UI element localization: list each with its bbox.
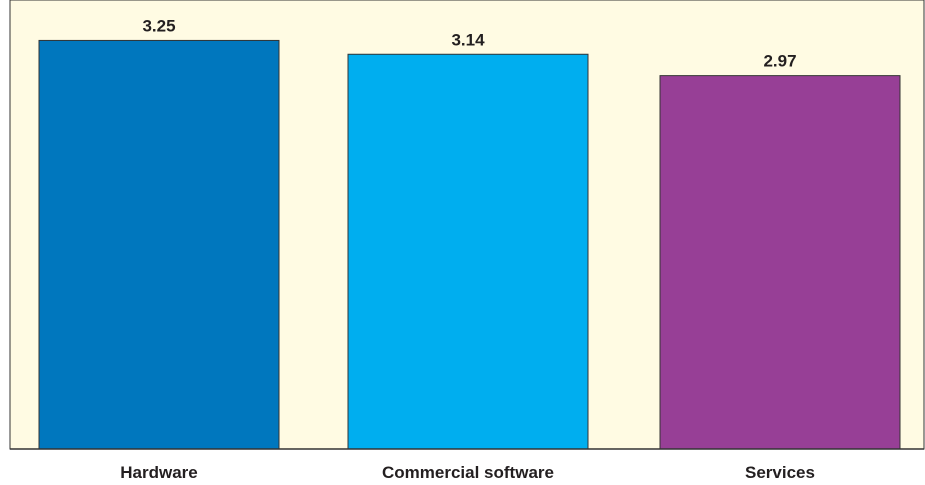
category-labels-group: Hardware Commercial software Services [120, 463, 815, 482]
value-labels-group: 3.25 3.14 2.97 [142, 16, 796, 70]
value-label-services: 2.97 [763, 52, 796, 71]
bars-group [38, 39, 901, 450]
category-label-hardware: Hardware [120, 463, 197, 482]
value-label-hardware: 3.25 [142, 16, 175, 35]
bar-hardware [38, 39, 280, 450]
bar-services [659, 75, 901, 450]
value-label-commercial-software: 3.14 [451, 30, 485, 49]
category-label-services: Services [745, 463, 815, 482]
bar-commercial-software [347, 53, 589, 450]
category-label-commercial-software: Commercial software [382, 463, 554, 482]
